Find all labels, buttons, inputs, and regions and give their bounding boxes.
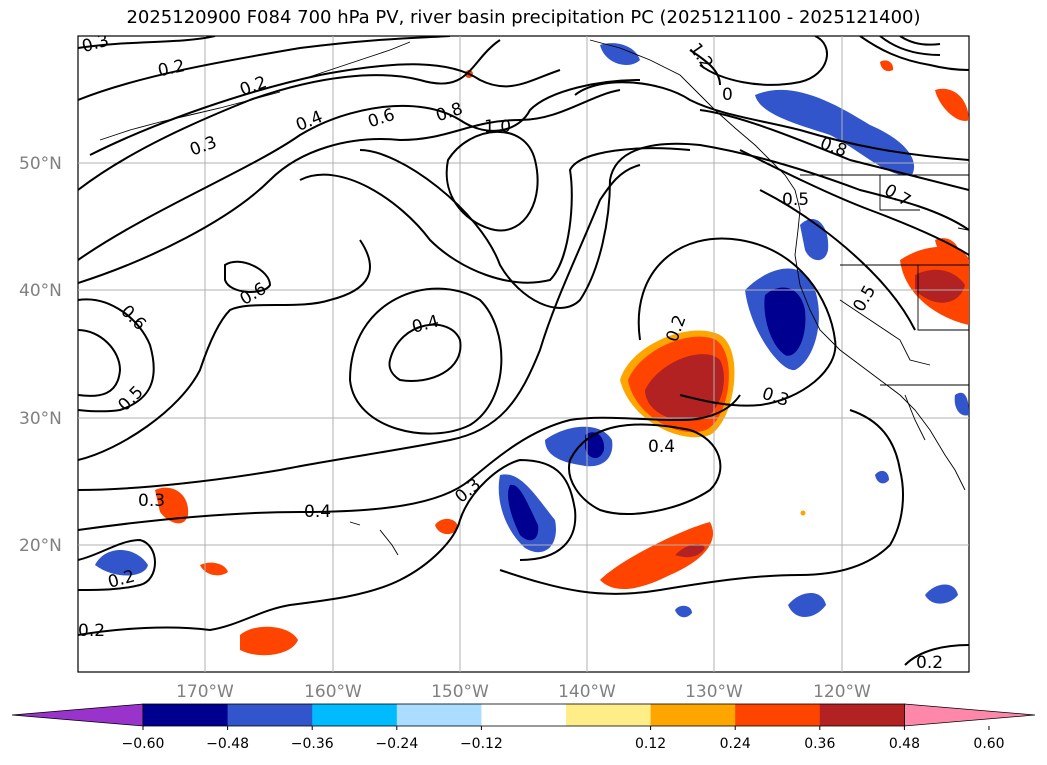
lon-label: 170°W xyxy=(176,682,234,702)
lon-label: 120°W xyxy=(813,682,871,702)
lon-label: 160°W xyxy=(304,682,362,702)
contour-label: 0.4 xyxy=(648,437,675,457)
contour-label: 1.0 xyxy=(484,117,511,137)
map-area: 0.3 0.2 0.2 0.3 0.4 0.6 0.8 1.0 1.2 0 0.… xyxy=(78,31,969,673)
colorbar-segment xyxy=(735,704,821,726)
colorbar-tick-label: −0.48 xyxy=(206,736,249,752)
pv-contours xyxy=(78,36,969,666)
lat-label: 20°N xyxy=(19,536,62,556)
colorbar: −0.60 −0.48 −0.36 −0.24 −0.12 0.12 0.24 0.36 0.4… xyxy=(11,703,1036,752)
latitude-labels: 50°N 40°N 30°N 20°N xyxy=(19,154,62,556)
colorbar-tick-label: 0.24 xyxy=(720,736,751,752)
contour-label: 0.3 xyxy=(80,31,111,57)
lat-label: 30°N xyxy=(19,409,62,429)
colorbar-tick-label: 0.36 xyxy=(804,736,835,752)
map-title: 2025120900 F084 700 hPa PV, river basin … xyxy=(126,7,921,28)
colorbar-outline xyxy=(142,703,905,727)
graticule xyxy=(78,36,969,672)
colorbar-extend-high xyxy=(904,703,1036,727)
contour-label: 0.2 xyxy=(78,621,105,641)
lon-label: 150°W xyxy=(431,682,489,702)
colorbar-segment xyxy=(650,704,736,726)
colorbar-segment xyxy=(143,704,229,726)
lat-label: 40°N xyxy=(19,281,62,301)
colorbar-tick-label: −0.24 xyxy=(375,736,418,752)
lat-label: 50°N xyxy=(19,154,62,174)
colorbar-segment xyxy=(396,704,482,726)
colorbar-tick-label: 0.48 xyxy=(889,736,920,752)
colorbar-tick-label: 0.12 xyxy=(635,736,666,752)
contour-label: 0.2 xyxy=(916,653,943,673)
longitude-labels: 170°W 160°W 150°W 140°W 130°W 120°W xyxy=(176,682,871,702)
contour-label: 0.3 xyxy=(138,491,165,511)
colorbar-segment xyxy=(566,704,652,726)
colorbar-tick-label: 0.60 xyxy=(973,736,1004,752)
contour-label: 0.5 xyxy=(782,190,809,210)
contour-label: 0.4 xyxy=(304,502,331,522)
lon-label: 140°W xyxy=(558,682,616,702)
colorbar-tick-label: −0.60 xyxy=(122,736,165,752)
map-frame xyxy=(77,35,970,673)
colorbar-tick-label: −0.12 xyxy=(460,736,503,752)
colorbar-tick-label: −0.36 xyxy=(291,736,334,752)
colorbar-extend-low xyxy=(11,703,144,727)
colorbar-segment xyxy=(481,704,567,726)
lon-label: 130°W xyxy=(685,682,743,702)
colorbar-segment xyxy=(819,704,905,726)
coastlines xyxy=(99,39,969,556)
contour-label: 0 xyxy=(722,85,733,105)
precip-shading xyxy=(95,43,969,656)
colorbar-segment xyxy=(312,704,398,726)
colorbar-segment xyxy=(227,704,313,726)
